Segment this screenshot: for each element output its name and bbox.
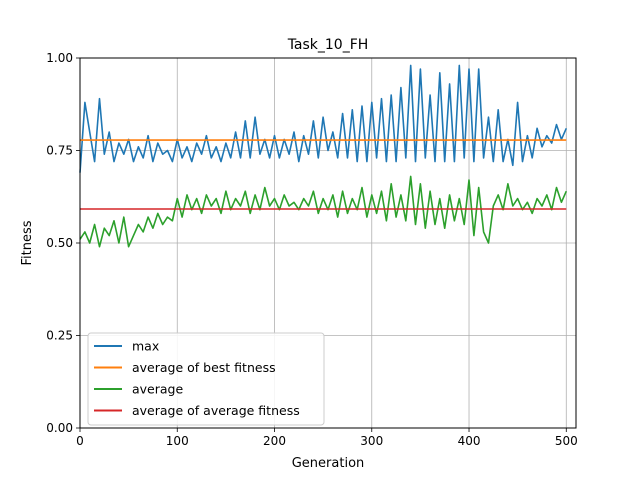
x-tick-label: 100 — [166, 434, 189, 448]
x-tick-label: 400 — [458, 434, 481, 448]
legend-label: average of average fitness — [132, 403, 300, 418]
x-tick-label: 0 — [76, 434, 84, 448]
series-line-average — [79, 175, 568, 248]
y-tick-label: 0.00 — [46, 421, 73, 435]
legend-label: average of best fitness — [132, 360, 276, 375]
y-axis-ticks: 0.00 0.25 0.50 0.75 1.00 — [46, 51, 80, 435]
y-tick-label: 1.00 — [46, 51, 73, 65]
legend: max average of best fitness average average… — [87, 332, 325, 426]
x-axis-label: Generation — [292, 456, 365, 471]
x-tick-label: 300 — [360, 434, 383, 448]
y-tick-label: 0.75 — [46, 144, 73, 158]
legend-label: average — [132, 382, 183, 397]
x-tick-label: 500 — [555, 434, 578, 448]
y-tick-label: 0.50 — [46, 236, 73, 250]
series-line-max — [79, 64, 568, 173]
legend-label: max — [132, 339, 159, 354]
x-tick-label: 200 — [263, 434, 286, 448]
y-tick-label: 0.25 — [46, 329, 73, 343]
legend-box — [87, 332, 325, 426]
series-layer — [79, 64, 568, 248]
x-axis-ticks: 0 100 200 300 400 500 — [76, 428, 578, 448]
y-axis-label: Fitness — [20, 220, 35, 265]
chart-title: Task_10_FH — [287, 37, 369, 53]
